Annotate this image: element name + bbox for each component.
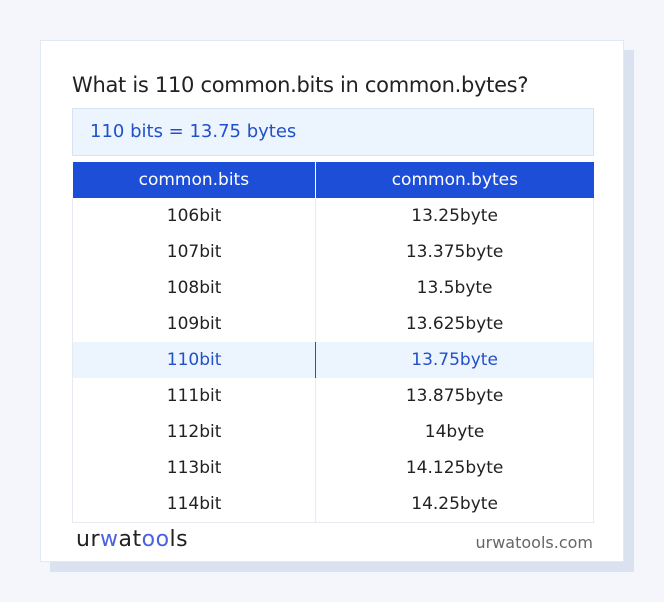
bits-cell: 113bit [71, 450, 317, 486]
bits-cell: 108bit [71, 270, 317, 306]
bits-cell: 107bit [71, 234, 317, 270]
bits-cell: 109bit [71, 306, 317, 342]
bytes-cell: 13.75byte [315, 342, 594, 378]
conversion-table: common.bits common.bytes 106bit 13.25byte… [71, 162, 594, 523]
column-header-bytes: common.bytes [315, 162, 594, 198]
bytes-cell: 14.125byte [315, 450, 594, 486]
column-header-bits: common.bits [72, 162, 317, 198]
bytes-cell: 14byte [315, 414, 594, 450]
table-row: 113bit 14.125byte [71, 450, 594, 486]
bits-cell: 114bit [71, 486, 317, 523]
table-row: 106bit 13.25byte [71, 198, 594, 234]
bits-cell: 111bit [71, 378, 317, 414]
converter-card: What is 110 common.bits in common.bytes?… [40, 40, 624, 562]
bytes-cell: 13.25byte [315, 198, 594, 234]
bytes-cell: 14.25byte [315, 486, 594, 523]
table-row: 109bit 13.625byte [71, 306, 594, 342]
bytes-cell: 13.875byte [315, 378, 594, 414]
result-box: 110 bits = 13.75 bytes [72, 108, 594, 156]
table-row: 114bit 14.25byte [71, 486, 594, 523]
bits-cell: 112bit [71, 414, 317, 450]
table-row: 112bit 14byte [71, 414, 594, 450]
urwatools-logo[interactable]: urwatools [76, 527, 189, 552]
table-row: 107bit 13.375byte [71, 234, 594, 270]
bits-cell: 106bit [71, 198, 317, 234]
table-row: 110bit 13.75byte [71, 342, 594, 378]
bytes-cell: 13.375byte [315, 234, 594, 270]
bits-cell: 110bit [71, 342, 317, 378]
page-title: What is 110 common.bits in common.bytes? [72, 73, 529, 97]
site-link[interactable]: urwatools.com [475, 533, 594, 552]
table-row: 111bit 13.875byte [71, 378, 594, 414]
bytes-cell: 13.625byte [315, 306, 594, 342]
bytes-cell: 13.5byte [315, 270, 594, 306]
table-row: 108bit 13.5byte [71, 270, 594, 306]
